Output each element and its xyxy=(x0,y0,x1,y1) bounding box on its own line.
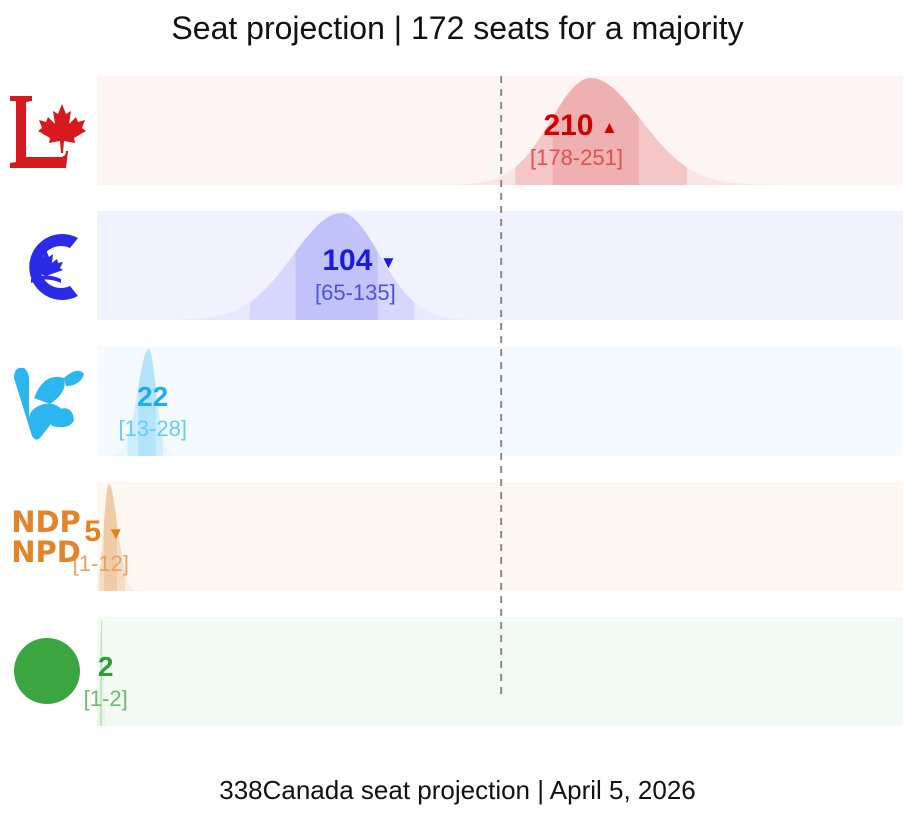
distribution-core-green xyxy=(100,619,103,726)
party-band-conservative xyxy=(97,211,903,320)
trend-arrow-ndp: ▼ xyxy=(107,524,124,543)
distribution-core-ndp xyxy=(104,484,117,591)
seat-value-green: 2 xyxy=(98,651,114,682)
party-row-ndp xyxy=(97,482,903,591)
party-band-liberal xyxy=(97,76,903,185)
seat-range-green: [1-2] xyxy=(84,686,128,711)
seat-range-liberal: [178-251] xyxy=(530,145,623,170)
liberal-l-shape xyxy=(10,96,68,168)
party-band-ndp xyxy=(97,482,903,591)
party-band-green xyxy=(97,617,903,726)
seat-value-liberal: 210 xyxy=(543,109,593,142)
conservative-c-shape xyxy=(29,234,79,300)
party-row-bloc xyxy=(97,347,903,456)
party-row-conservative xyxy=(97,211,903,320)
chart-title: Seat projection | 172 seats for a majori… xyxy=(171,10,744,46)
maple-leaf-icon xyxy=(29,250,63,276)
bloc-logo xyxy=(14,367,84,440)
seat-value-bloc: 22 xyxy=(137,381,168,412)
trend-arrow-conservative: ▼ xyxy=(380,253,397,272)
seat-value-conservative: 104 xyxy=(322,244,372,277)
seat-range-bloc: [13-28] xyxy=(118,416,187,441)
conservative-logo xyxy=(29,234,79,300)
bloc-shape-leaf xyxy=(64,370,84,386)
party-row-green xyxy=(97,617,903,726)
seat-range-ndp: [1-12] xyxy=(73,551,129,576)
ndp-logo-text-fr: NPD xyxy=(11,535,81,569)
green-logo xyxy=(14,638,80,704)
trend-arrow-liberal: ▲ xyxy=(601,118,618,137)
ndp-logo-text-en: NDP xyxy=(11,505,81,539)
bloc-shape-top xyxy=(34,376,65,404)
party-row-liberal xyxy=(97,76,903,185)
seat-value-ndp: 5 xyxy=(84,515,101,548)
party-band-bloc xyxy=(97,347,903,456)
bloc-shape-right xyxy=(48,408,74,428)
liberal-logo xyxy=(10,96,86,168)
seat-range-conservative: [65-135] xyxy=(315,280,396,305)
maple-leaf-icon xyxy=(38,104,86,153)
chart-footer: 338Canada seat projection | April 5, 202… xyxy=(219,775,696,805)
bloc-shape-left xyxy=(14,367,62,440)
wave-icon xyxy=(31,275,61,283)
distribution-core-bloc xyxy=(138,349,156,456)
